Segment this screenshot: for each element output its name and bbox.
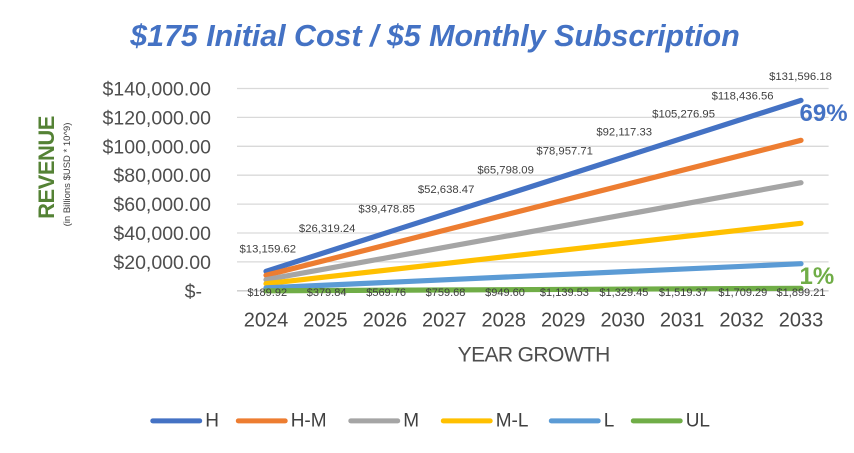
svg-text:$13,159.62: $13,159.62 — [240, 244, 297, 256]
svg-text:$140,000.00: $140,000.00 — [103, 79, 212, 101]
svg-text:$1,899.21: $1,899.21 — [777, 287, 826, 299]
svg-text:$1,139.53: $1,139.53 — [540, 287, 589, 299]
svg-text:$1,519.37: $1,519.37 — [659, 287, 708, 299]
svg-text:2030: 2030 — [600, 310, 645, 332]
svg-text:$60,000.00: $60,000.00 — [113, 194, 211, 216]
svg-text:$52,638.47: $52,638.47 — [418, 184, 475, 196]
svg-text:$80,000.00: $80,000.00 — [113, 165, 211, 187]
svg-text:$78,957.71: $78,957.71 — [536, 145, 593, 157]
svg-text:$118,436.56: $118,436.56 — [712, 90, 774, 102]
svg-text:1%: 1% — [800, 263, 835, 290]
svg-text:UL: UL — [686, 411, 710, 432]
svg-text:$-: $- — [185, 281, 202, 303]
svg-text:2031: 2031 — [660, 310, 705, 332]
svg-text:2028: 2028 — [482, 310, 527, 332]
svg-text:(in Billions $USD * 10^9): (in Billions $USD * 10^9) — [62, 123, 73, 227]
svg-text:L: L — [604, 411, 615, 432]
svg-text:$189.92: $189.92 — [247, 287, 287, 299]
svg-text:2026: 2026 — [363, 310, 408, 332]
svg-text:REVENUE: REVENUE — [34, 116, 59, 219]
svg-text:$949.60: $949.60 — [485, 287, 525, 299]
svg-text:$26,319.24: $26,319.24 — [299, 223, 356, 235]
svg-text:$120,000.00: $120,000.00 — [103, 107, 212, 129]
svg-text:$569.76: $569.76 — [366, 287, 406, 299]
svg-text:69%: 69% — [800, 100, 848, 127]
svg-text:M: M — [403, 411, 419, 432]
svg-text:$92,117.33: $92,117.33 — [596, 127, 652, 139]
svg-text:2029: 2029 — [541, 310, 586, 332]
svg-text:2027: 2027 — [422, 310, 467, 332]
svg-text:H: H — [205, 411, 219, 432]
svg-text:$131,596.18: $131,596.18 — [769, 71, 832, 83]
svg-text:$40,000.00: $40,000.00 — [113, 223, 211, 245]
svg-text:$20,000.00: $20,000.00 — [113, 252, 211, 274]
svg-text:YEAR GROWTH: YEAR GROWTH — [458, 344, 610, 367]
svg-text:M-L: M-L — [496, 411, 529, 432]
svg-text:2033: 2033 — [779, 310, 824, 332]
svg-text:$1,709.29: $1,709.29 — [718, 287, 767, 299]
svg-text:2032: 2032 — [719, 310, 764, 332]
svg-text:$100,000.00: $100,000.00 — [103, 136, 212, 158]
svg-text:$379.84: $379.84 — [307, 287, 347, 299]
svg-text:2025: 2025 — [303, 310, 348, 332]
svg-text:$39,478.85: $39,478.85 — [358, 203, 415, 215]
svg-text:$1,329.45: $1,329.45 — [599, 287, 648, 299]
svg-text:H-M: H-M — [291, 411, 327, 432]
svg-text:$759.68: $759.68 — [426, 287, 466, 299]
svg-text:$175 Initial Cost / $5 Monthly: $175 Initial Cost / $5 Monthly Subscript… — [129, 19, 740, 53]
svg-text:$105,276.95: $105,276.95 — [652, 108, 715, 120]
svg-text:$65,798.09: $65,798.09 — [477, 165, 534, 177]
svg-text:2024: 2024 — [244, 310, 289, 332]
